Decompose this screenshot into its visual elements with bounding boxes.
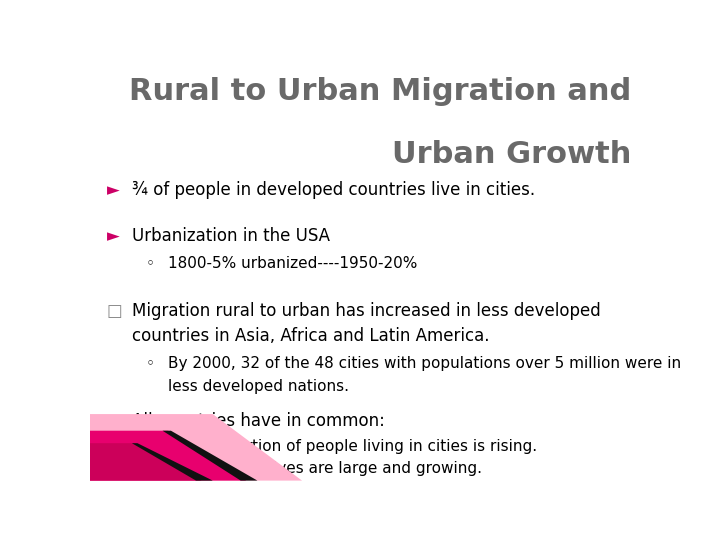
Text: ◦: ◦ xyxy=(145,439,155,454)
Text: The proportion of people living in cities is rising.: The proportion of people living in citie… xyxy=(168,439,537,454)
Text: ◦: ◦ xyxy=(145,256,155,271)
Text: Cities themselves are large and growing.: Cities themselves are large and growing. xyxy=(168,461,482,476)
Text: Urbanization in the USA: Urbanization in the USA xyxy=(132,227,330,245)
Text: All countries have in common:: All countries have in common: xyxy=(132,412,384,430)
Polygon shape xyxy=(90,414,302,481)
Text: less developed nations.: less developed nations. xyxy=(168,379,349,394)
Text: □: □ xyxy=(107,302,122,320)
Text: countries in Asia, Africa and Latin America.: countries in Asia, Africa and Latin Amer… xyxy=(132,327,490,345)
Text: ¾ of people in developed countries live in cities.: ¾ of people in developed countries live … xyxy=(132,181,535,199)
Text: ►: ► xyxy=(107,227,120,245)
Polygon shape xyxy=(90,443,202,481)
Text: By 2000, 32 of the 48 cities with populations over 5 million were in: By 2000, 32 of the 48 cities with popula… xyxy=(168,356,681,371)
Text: □: □ xyxy=(107,412,122,430)
Text: ►: ► xyxy=(107,181,120,199)
Text: ◦: ◦ xyxy=(145,356,155,371)
Text: Migration rural to urban has increased in less developed: Migration rural to urban has increased i… xyxy=(132,302,600,320)
Text: 1800-5% urbanized----1950-20%: 1800-5% urbanized----1950-20% xyxy=(168,256,418,271)
Text: Urban Growth: Urban Growth xyxy=(392,140,631,168)
Polygon shape xyxy=(90,431,246,481)
Polygon shape xyxy=(132,443,213,481)
Text: ◦: ◦ xyxy=(145,461,155,476)
Text: Rural to Urban Migration and: Rural to Urban Migration and xyxy=(129,77,631,106)
Polygon shape xyxy=(163,431,258,481)
